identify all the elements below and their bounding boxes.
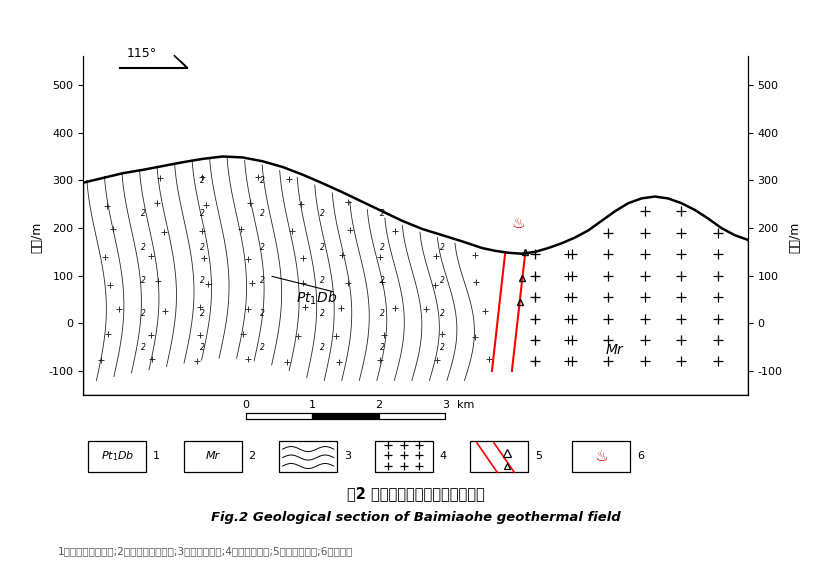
Text: 2: 2 [440, 343, 445, 351]
Text: 6: 6 [637, 452, 644, 461]
Text: 2: 2 [140, 309, 145, 318]
Text: 2: 2 [320, 209, 325, 218]
Polygon shape [83, 156, 505, 395]
Text: 1: 1 [153, 452, 160, 461]
Text: 2: 2 [260, 209, 265, 218]
Bar [88, 440, 146, 473]
Polygon shape [379, 413, 445, 418]
Text: 2: 2 [260, 243, 265, 252]
Text: 115°: 115° [126, 47, 156, 60]
Text: 2: 2 [200, 276, 205, 285]
Text: 2: 2 [320, 276, 325, 285]
Text: 2: 2 [380, 243, 385, 252]
Text: 2: 2 [260, 276, 265, 285]
Text: 2: 2 [380, 343, 385, 351]
Text: 1．早元古界大别群;2．时代不明花岗岩;3．二长片麻岩;4．混合花岗岩;5．断裂破碎带;6．温泉。: 1．早元古界大别群;2．时代不明花岗岩;3．二长片麻岩;4．混合花岗岩;5．断裂… [58, 547, 353, 557]
Text: 2: 2 [440, 243, 445, 252]
Text: 2: 2 [320, 343, 325, 351]
Text: 高程/m: 高程/m [788, 222, 801, 253]
Text: 2: 2 [320, 243, 325, 252]
Bar [375, 440, 432, 473]
Text: 高程/m: 高程/m [30, 222, 43, 253]
Text: 4: 4 [440, 452, 446, 461]
Text: 2: 2 [140, 343, 145, 351]
Text: 0: 0 [243, 399, 249, 409]
Text: Fig.2 Geological section of Baimiaohe geothermal field: Fig.2 Geological section of Baimiaohe ge… [210, 511, 621, 525]
Text: 2: 2 [140, 243, 145, 252]
Text: 2: 2 [376, 399, 382, 409]
Text: ♨: ♨ [594, 449, 608, 464]
Text: 1: 1 [309, 399, 316, 409]
Text: 2: 2 [260, 343, 265, 351]
Text: 图2 白庙河地热田地热地质剖面图: 图2 白庙河地热田地热地质剖面图 [347, 486, 484, 501]
Text: 2: 2 [200, 209, 205, 218]
Text: 2: 2 [260, 309, 265, 318]
Text: 2: 2 [140, 276, 145, 285]
Bar [184, 440, 242, 473]
Polygon shape [312, 413, 379, 418]
Text: Pt$_1$$Db$: Pt$_1$$Db$ [296, 290, 337, 307]
Text: 3: 3 [442, 399, 449, 409]
Text: 2: 2 [200, 309, 205, 318]
Text: 2: 2 [440, 276, 445, 285]
Text: 2: 2 [380, 209, 385, 218]
Polygon shape [246, 413, 312, 418]
Text: Pt$_1$$Db$: Pt$_1$$Db$ [101, 450, 134, 464]
Text: 3: 3 [344, 452, 351, 461]
Polygon shape [175, 56, 187, 68]
Text: ♨: ♨ [512, 215, 525, 231]
Polygon shape [512, 196, 748, 395]
Text: 2: 2 [248, 452, 256, 461]
Text: 2: 2 [200, 343, 205, 351]
Text: Mr: Mr [205, 452, 220, 461]
Text: 2: 2 [140, 209, 145, 218]
Bar [279, 440, 337, 473]
Bar [470, 440, 528, 473]
Text: 2: 2 [200, 243, 205, 252]
Text: 2: 2 [380, 276, 385, 285]
Text: 2: 2 [380, 309, 385, 318]
Text: 2: 2 [200, 176, 205, 185]
Text: 2: 2 [320, 309, 325, 318]
Text: 5: 5 [535, 452, 542, 461]
Text: 2: 2 [440, 309, 445, 318]
Text: Mr: Mr [606, 342, 624, 356]
Bar [573, 440, 630, 473]
Text: 2: 2 [260, 176, 265, 185]
Text: km: km [457, 399, 475, 409]
